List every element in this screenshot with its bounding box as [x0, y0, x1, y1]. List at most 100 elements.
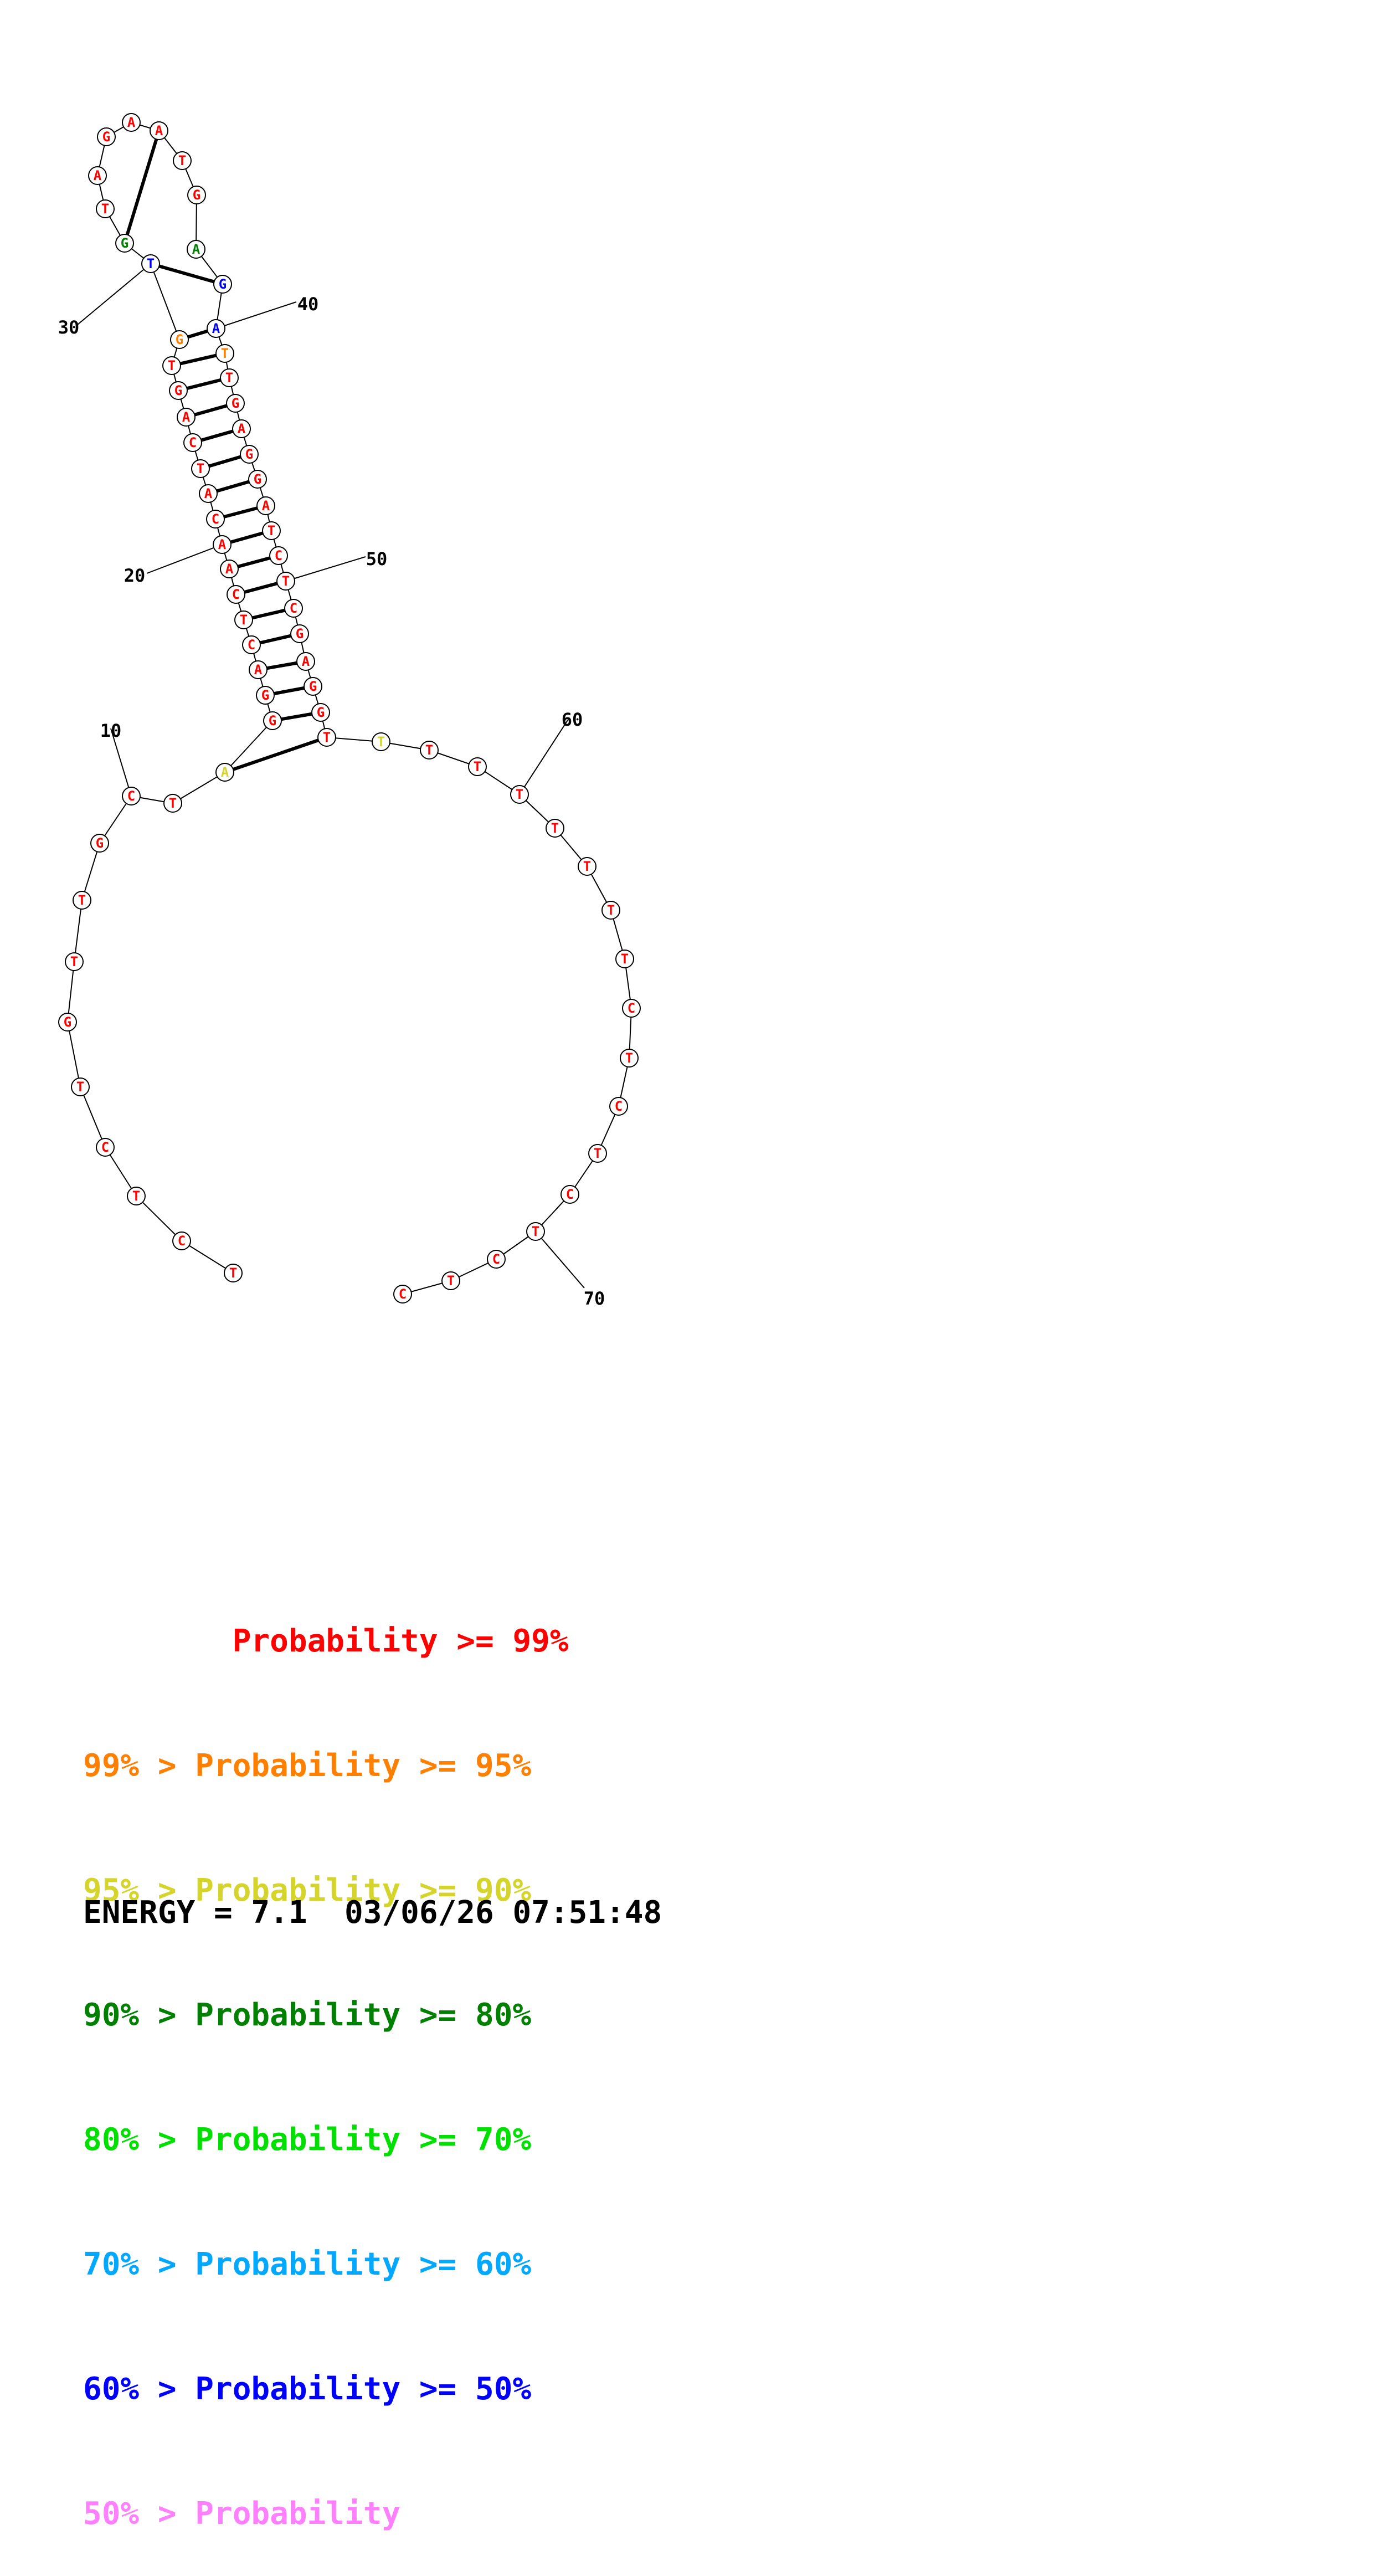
- nucleotide-circle: [224, 1264, 243, 1282]
- nucleotide-circle: [234, 610, 253, 629]
- legend-line: 60% > Probability >= 50%: [83, 2371, 532, 2407]
- nucleotide-circle: [248, 470, 267, 489]
- nucleotide-letter: T: [101, 201, 109, 217]
- nucleotide: C: [96, 1138, 115, 1157]
- position-tick: [285, 556, 366, 582]
- nucleotide-circle: [207, 319, 225, 338]
- nucleotide-letter: G: [174, 383, 182, 398]
- nucleotide: T: [96, 199, 115, 218]
- nucleotide-circle: [468, 757, 487, 776]
- nucleotide: C: [609, 1097, 628, 1116]
- nucleotide-circle: [122, 113, 141, 132]
- nucleotide: T: [224, 1264, 243, 1282]
- nucleotide-circle: [249, 660, 268, 679]
- position-label: 10: [100, 720, 122, 741]
- nucleotide: C: [284, 599, 303, 618]
- nucleotide-letter: C: [615, 1099, 623, 1114]
- nucleotide: T: [615, 950, 634, 968]
- position-tick: [77, 263, 151, 325]
- nucleotide-letter: A: [221, 764, 229, 780]
- nucleotide-circle: [213, 535, 232, 554]
- nucleotide-letter: C: [189, 435, 197, 450]
- nucleotide-letter: T: [425, 742, 433, 758]
- nucleotide: T: [317, 728, 336, 747]
- nucleotide-letter: G: [232, 396, 239, 411]
- nucleotide-circle: [526, 1222, 545, 1241]
- nucleotide-circle: [620, 1049, 639, 1068]
- nucleotide: G: [248, 470, 267, 489]
- backbone-segment: [74, 900, 83, 962]
- backbone-segment: [99, 796, 132, 844]
- legend-line: 90% > Probability >= 80%: [83, 1997, 532, 2033]
- backbone-segment: [80, 1086, 106, 1148]
- nucleotide-letter: G: [245, 447, 253, 462]
- nucleotide-letter: C: [275, 548, 282, 563]
- nucleotide-circle: [150, 121, 168, 140]
- position-tick: [146, 544, 223, 574]
- base-pair-bond: [123, 130, 161, 244]
- nucleotide: A: [296, 652, 315, 671]
- nucleotide-circle: [122, 787, 141, 805]
- nucleotide-circle: [97, 127, 116, 146]
- base-pair-bond: [224, 736, 327, 774]
- nucleotide-circle: [115, 234, 134, 253]
- backbone-segment: [136, 1195, 182, 1241]
- nucleotide-letter: T: [240, 612, 248, 628]
- nucleotide-letter: A: [204, 486, 213, 501]
- nucleotide-letter: T: [625, 1050, 633, 1066]
- nucleotide-circle: [256, 686, 275, 705]
- nucleotide-letter: G: [176, 332, 183, 347]
- nucleotide: C: [122, 787, 141, 805]
- nucleotide-letter: A: [192, 242, 200, 257]
- nucleotide-circle: [127, 1187, 146, 1205]
- nucleotide-circle: [262, 521, 281, 540]
- nucleotide-circle: [220, 560, 239, 578]
- legend-line: 99% > Probability >= 95%: [83, 1748, 532, 1784]
- nucleotide-letter: T: [169, 796, 177, 811]
- nucleotide-circle: [187, 186, 206, 204]
- nucleotide: T: [620, 1049, 639, 1068]
- nucleotide-letter: T: [225, 370, 233, 386]
- nucleotide: T: [141, 254, 160, 273]
- nucleotide: T: [262, 521, 281, 540]
- nucleotide: G: [58, 1013, 77, 1032]
- legend-line: 50% > Probability: [83, 2496, 401, 2532]
- nucleotide-circle: [215, 344, 234, 363]
- nucleotide-letter: T: [197, 461, 204, 476]
- legend-line: 70% > Probability >= 60%: [83, 2246, 532, 2282]
- nucleotide-letter: T: [377, 734, 385, 750]
- backbone-segment: [150, 263, 180, 340]
- nucleotide: C: [393, 1285, 412, 1304]
- position-label: 60: [562, 709, 583, 730]
- nucleotide-circle: [615, 950, 634, 968]
- nucleotide-letter: T: [70, 954, 78, 969]
- nucleotide-letter: A: [218, 537, 227, 552]
- nucleotide: G: [311, 703, 330, 722]
- nucleotide-letter: A: [225, 561, 234, 577]
- nucleotide-letter: G: [219, 276, 227, 292]
- nucleotide-letter: T: [551, 820, 559, 836]
- legend-line: 80% > Probability >= 70%: [83, 2122, 532, 2158]
- nucleotide-circle: [441, 1271, 460, 1290]
- nucleotide-circle: [232, 419, 251, 438]
- nucleotide: T: [468, 757, 487, 776]
- nucleotide-circle: [220, 368, 239, 387]
- nucleotide: T: [73, 891, 91, 910]
- backbone-segment: [181, 1240, 234, 1274]
- nucleotide-letter: A: [302, 654, 310, 669]
- nucleotide-circle: [199, 484, 218, 503]
- nucleotide-circle: [71, 1077, 90, 1096]
- nucleotide-circle: [393, 1285, 412, 1304]
- nucleotide: G: [169, 381, 188, 400]
- nucleotide-letter: T: [78, 892, 86, 908]
- position-tick: [519, 720, 568, 795]
- nucleotide-circle: [183, 433, 202, 452]
- nucleotide-circle: [215, 763, 234, 782]
- nucleotide: T: [441, 1271, 460, 1290]
- energy-footer: ENERGY = 7.1 03/06/26 07:51:48: [83, 1895, 662, 1931]
- nucleotide-letter: A: [238, 421, 246, 437]
- nucleotide-circle: [240, 445, 259, 464]
- backbone-lines: [67, 122, 632, 1295]
- nucleotide: A: [207, 319, 225, 338]
